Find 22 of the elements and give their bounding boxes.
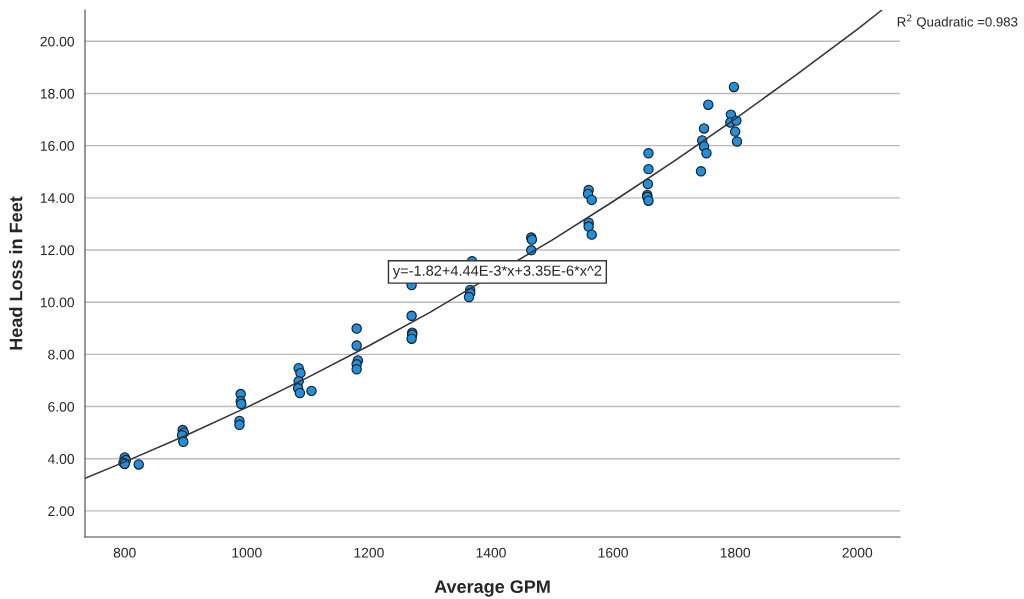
y-tick-label: 4.00 <box>47 454 75 464</box>
y-axis-title: Head Loss in Feet <box>9 196 23 350</box>
x-axis-title: Average GPM <box>434 580 550 597</box>
y-tick-label: 6.00 <box>48 401 75 412</box>
y-tick-label: 18.00 <box>40 88 75 99</box>
line-series <box>85 10 883 480</box>
annotation: y=-1.82+4.44E-3*x+3.35E-6*x^2 <box>392 265 602 279</box>
x-tick-label: 1800 <box>720 547 751 558</box>
annotation: R$^{2}$ Quadratic =0.983 <box>897 14 1018 29</box>
y-tick-label: 8.00 <box>48 349 75 360</box>
y-tick-label: 2.00 <box>48 506 75 517</box>
x-tick-label: 800 <box>113 547 136 558</box>
y-tick-label: 14.00 <box>40 193 75 204</box>
x-tick-label: 1000 <box>232 547 262 558</box>
y-tick-label: 16.00 <box>40 141 75 151</box>
x-tick-label: 1200 <box>354 547 384 558</box>
x-tick-label: 1600 <box>598 547 628 558</box>
y-tick-label: 12.00 <box>40 245 75 256</box>
x-tick-label: 2000 <box>842 547 873 558</box>
y-tick-label: 20.00 <box>40 36 75 47</box>
x-tick-label: 1400 <box>476 547 506 558</box>
y-tick-label: 10.00 <box>40 297 75 308</box>
